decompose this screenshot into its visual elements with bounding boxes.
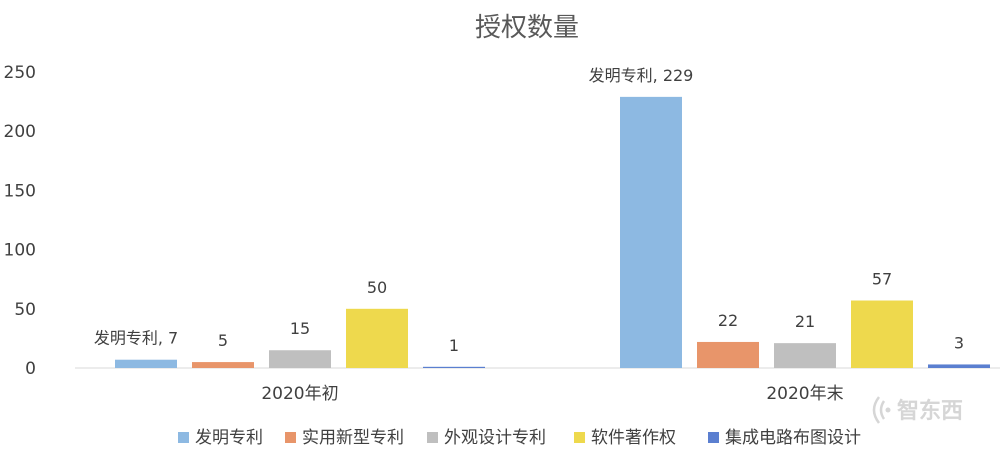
category-labels-group: 2020年初 2020年末 [261,384,843,404]
bar [115,359,177,368]
wifi-signal-icon [872,396,891,424]
data-label: 50 [367,278,387,297]
watermark-text: 智东西 [897,398,963,424]
data-label: 3 [954,333,964,352]
y-tick-label: 50 [14,300,36,320]
data-label: 5 [218,331,228,350]
legend-swatch [708,432,719,443]
legend-item: 外观设计专利 [427,428,546,448]
legend-label: 外观设计专利 [444,428,546,448]
legend-swatch [574,432,585,443]
legend-item: 实用新型专利 [285,428,404,448]
bar [620,96,682,368]
data-label: 发明专利, 229 [589,66,694,85]
legend-label: 实用新型专利 [302,428,404,448]
legend: 发明专利 实用新型专利 外观设计专利 软件著作权 集成电路布图设计 [178,428,861,448]
bars-group [115,96,990,368]
bar [269,350,331,368]
bar [774,343,836,368]
data-labels-group: 发明专利, 7 发明专利, 229 5 22 15 21 50 57 1 3 [94,66,964,355]
y-tick-label: 200 [4,122,36,142]
legend-item: 集成电路布图设计 [708,428,861,448]
y-tick-label: 250 [4,63,36,83]
data-label: 22 [718,311,738,330]
watermark: 智东西 [872,396,963,424]
data-label: 57 [872,270,892,289]
category-label: 2020年初 [261,384,338,404]
legend-swatch [427,432,438,443]
y-tick-label: 0 [25,359,36,379]
bar [928,364,990,368]
data-label: 发明专利, 7 [94,329,178,348]
y-axis-ticks: 0 50 100 150 200 250 [4,63,36,379]
bar [851,300,913,368]
data-label: 15 [290,319,310,338]
bar [423,366,485,368]
bar [346,308,408,368]
bar [192,362,254,368]
bar [697,341,759,368]
legend-item: 软件著作权 [574,428,676,448]
legend-swatch [285,432,296,443]
y-tick-label: 100 [4,241,36,261]
data-label: 21 [795,312,815,331]
y-tick-label: 150 [4,181,36,201]
legend-item: 发明专利 [178,428,263,448]
legend-label: 集成电路布图设计 [725,428,861,448]
legend-swatch [178,432,189,443]
chart-title: 授权数量 [475,13,579,43]
legend-label: 发明专利 [195,428,263,448]
category-label: 2020年末 [766,384,843,404]
legend-label: 软件著作权 [591,428,676,448]
data-label: 1 [449,336,459,355]
